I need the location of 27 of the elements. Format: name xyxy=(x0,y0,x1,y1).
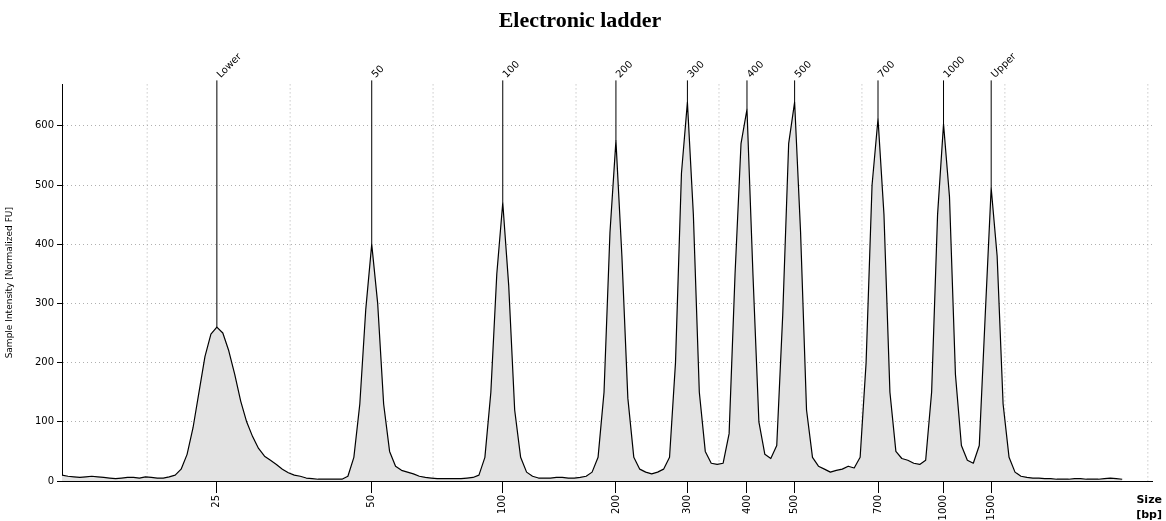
x-axis-title: Size [bp] xyxy=(1136,493,1162,521)
y-tick-label: 300 xyxy=(34,297,54,309)
ref-line-label: 500 xyxy=(792,58,814,80)
x-tick-label: 500 xyxy=(788,495,800,515)
x-tick-label: 25 xyxy=(210,495,222,508)
y-tick-label: 0 xyxy=(47,474,54,486)
x-tick-label: 100 xyxy=(496,495,508,515)
x-tick-label: 300 xyxy=(681,495,692,515)
y-tick-label: 100 xyxy=(34,415,54,427)
y-tick-label: 400 xyxy=(34,237,54,249)
y-axis-title: Sample Intensity [Normalized FU] xyxy=(3,207,14,359)
x-tick-label: 50 xyxy=(365,495,377,508)
ref-line-label: 700 xyxy=(875,58,897,80)
ref-line-label: 400 xyxy=(744,58,766,80)
x-tick-label: 700 xyxy=(871,495,883,515)
ref-line-label: 200 xyxy=(613,58,635,80)
ref-line-label: 100 xyxy=(500,58,522,80)
x-tick-label: 200 xyxy=(609,495,621,515)
chart-title: Electronic ladder xyxy=(498,6,662,32)
ref-line-label: 300 xyxy=(684,58,707,80)
y-tick-label: 600 xyxy=(34,119,54,131)
x-tick-label: 400 xyxy=(740,495,752,515)
y-tick-label: 500 xyxy=(34,178,54,190)
x-tick-label: 1500 xyxy=(984,495,996,521)
y-tick-label: 200 xyxy=(34,356,54,368)
ref-line-label: 50 xyxy=(369,62,386,80)
x-tick-label: 1000 xyxy=(937,495,949,521)
